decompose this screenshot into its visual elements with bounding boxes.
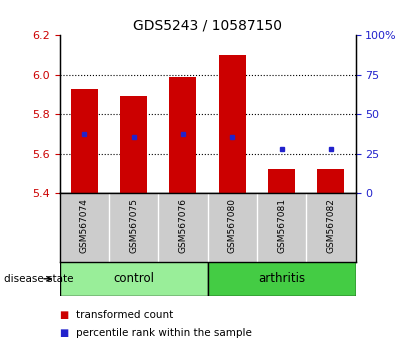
Bar [60, 262, 208, 296]
Text: GSM567074: GSM567074 [80, 199, 89, 253]
Text: percentile rank within the sample: percentile rank within the sample [76, 328, 252, 338]
Text: GSM567082: GSM567082 [326, 199, 335, 253]
Title: GDS5243 / 10587150: GDS5243 / 10587150 [133, 19, 282, 33]
Bar [169, 77, 196, 193]
Text: arthritis: arthritis [258, 272, 305, 285]
Text: GSM567081: GSM567081 [277, 199, 286, 253]
Text: control: control [113, 272, 154, 285]
Bar [208, 262, 356, 296]
Text: GSM567076: GSM567076 [178, 199, 187, 253]
Bar [120, 96, 147, 193]
Bar [268, 169, 295, 193]
Text: ■: ■ [60, 310, 69, 320]
Text: ■: ■ [60, 328, 69, 338]
Bar [317, 169, 344, 193]
Text: disease state: disease state [4, 274, 74, 284]
Bar [71, 88, 98, 193]
Text: GSM567075: GSM567075 [129, 199, 138, 253]
Text: transformed count: transformed count [76, 310, 173, 320]
Text: GSM567080: GSM567080 [228, 199, 237, 253]
Bar [219, 55, 246, 193]
